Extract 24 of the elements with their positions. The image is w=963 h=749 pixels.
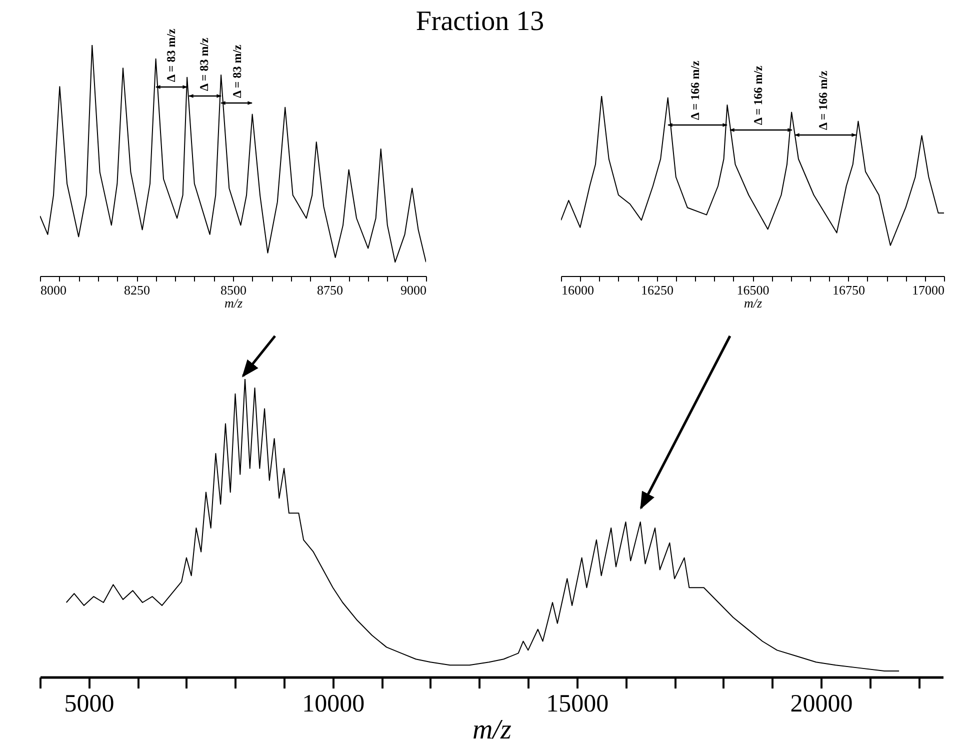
x-axis-title: m/z <box>472 714 512 746</box>
x-tick-label: 8500 <box>220 282 246 298</box>
x-tick-label: 10000 <box>302 690 365 718</box>
x-axis-title: m/z <box>744 296 762 310</box>
chart-title: Fraction 13 <box>416 6 544 37</box>
x-tick-label: 16750 <box>832 282 865 298</box>
x-tick-label: 16000 <box>562 282 594 298</box>
x-axis-title: m/z <box>224 296 243 310</box>
x-tick-label: 5000 <box>64 690 114 718</box>
annotation: Δ = 83 m/z <box>164 28 178 82</box>
annotation: Δ = 83 m/z <box>230 44 244 98</box>
annotation: Δ = 166 m/z <box>751 64 765 125</box>
x-tick-label: 8250 <box>124 282 150 298</box>
x-tick-label: 15000 <box>546 690 609 718</box>
x-tick-label: 20000 <box>790 690 853 718</box>
x-tick-label: 8750 <box>317 282 343 298</box>
x-tick-label: 9000 <box>400 282 426 298</box>
annotation: Δ = 166 m/z <box>688 60 702 120</box>
x-tick-label: 17000 <box>912 282 944 298</box>
x-tick-label: 8000 <box>40 282 66 298</box>
x-tick-label: 16250 <box>641 282 674 298</box>
annotation: Δ = 83 m/z <box>197 36 211 91</box>
x-tick-label: 16500 <box>736 282 770 298</box>
annotation: Δ = 166 m/z <box>816 70 830 130</box>
